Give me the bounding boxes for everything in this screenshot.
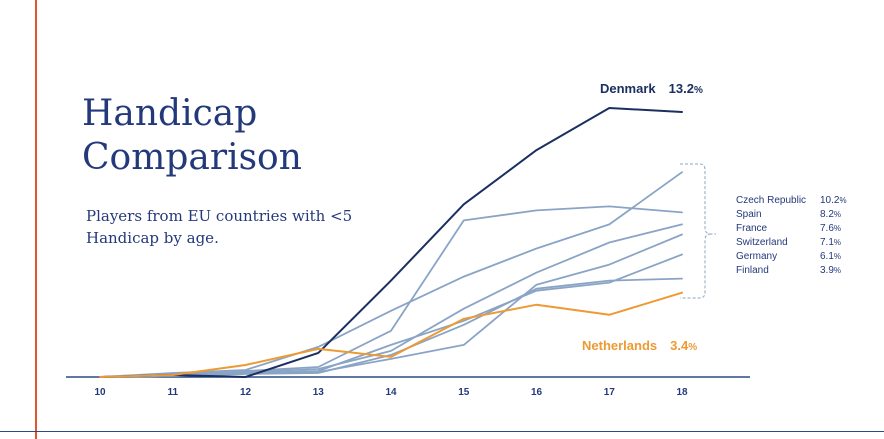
legend-name-finland: Finland	[736, 265, 769, 276]
legend-percent: %	[839, 196, 846, 205]
page-subtitle: Players from EU countries with <5 Handic…	[86, 207, 353, 247]
legend-name-switzerland: Switzerland	[736, 237, 788, 248]
x-tick-label-10: 10	[94, 387, 106, 398]
title-line-2: Comparison	[82, 137, 302, 178]
page-title: Handicap Comparison	[82, 92, 382, 180]
accent-rule	[35, 0, 37, 439]
legend-value-finland: 3.9%	[820, 265, 841, 276]
legend-percent: %	[834, 266, 841, 275]
x-tick-label-13: 13	[313, 387, 325, 398]
legend-value-france: 7.6%	[820, 223, 841, 234]
series-label-netherlands: Netherlands 3.4%	[582, 338, 697, 353]
x-tick-label-16: 16	[531, 387, 543, 398]
legend-name-france: France	[736, 223, 768, 234]
x-tick-label-18: 18	[676, 387, 688, 398]
footer-rule	[0, 431, 884, 432]
series-line-finland	[99, 277, 683, 378]
title-line-1: Handicap	[82, 93, 258, 134]
legend-name-germany: Germany	[736, 251, 777, 262]
x-tick-label-17: 17	[604, 387, 616, 398]
x-tick-label-11: 11	[167, 387, 178, 398]
legend-name-spain: Spain	[736, 209, 762, 220]
legend-value-switzerland: 7.1%	[820, 237, 841, 248]
series-label-denmark: Denmark 13.2%	[600, 81, 703, 96]
x-tick-label-12: 12	[240, 387, 252, 398]
legend-percent: %	[834, 224, 841, 233]
series-label-value: 3.4	[670, 338, 689, 353]
legend-bracket	[680, 163, 716, 299]
legend-value-spain: 8.2%	[820, 209, 841, 220]
legend-value-czech-republic: 10.2%	[820, 195, 847, 206]
series-label-name: Netherlands	[582, 338, 670, 353]
x-tick-label-14: 14	[385, 387, 397, 398]
series-line-netherlands	[99, 291, 683, 378]
series-line-denmark	[99, 107, 683, 378]
x-tick-label-15: 15	[458, 387, 470, 398]
legend-value-germany: 6.1%	[820, 251, 841, 262]
legend-percent: %	[834, 252, 841, 261]
series-label-value: 13.2	[669, 81, 694, 96]
legend-percent: %	[834, 238, 841, 247]
series-label-percent: %	[694, 85, 703, 96]
series-label-percent: %	[688, 342, 697, 353]
series-line-spain	[99, 205, 683, 378]
series-label-name: Denmark	[600, 81, 669, 96]
series-line-germany	[99, 253, 683, 378]
legend-percent: %	[834, 210, 841, 219]
legend-name-czech-republic: Czech Republic	[736, 195, 806, 206]
